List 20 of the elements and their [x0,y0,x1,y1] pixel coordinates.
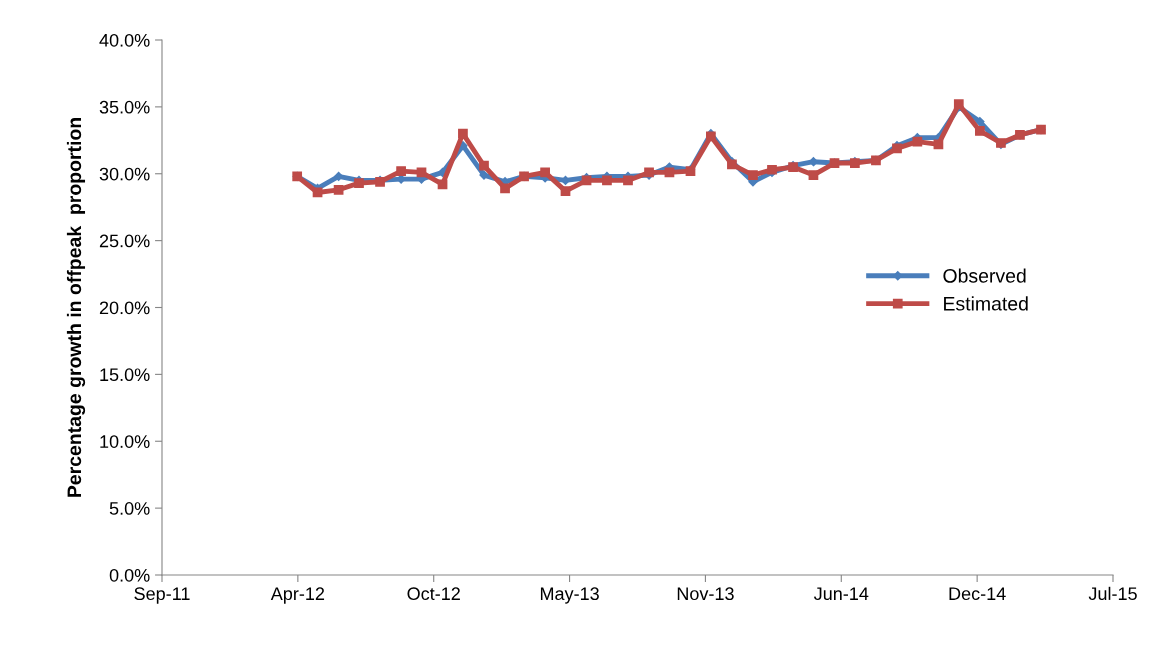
x-tick-label: Sep-11 [134,587,190,604]
y-tick-label: 5.0% [109,502,150,515]
x-tick-label: Jun-14 [813,587,869,601]
x-tick-label: Jul-15 [1088,586,1137,601]
y-tick-label: 30.0% [99,167,150,181]
y-tick-label: 35.0% [99,100,150,114]
x-tick-label: Nov-13 [677,587,734,601]
y-tick-label: 15.0% [100,368,150,382]
x-tick-label: Oct-12 [407,587,460,601]
x-tick-label: May-13 [540,587,599,604]
x-tick-label: Dec-14 [949,587,1006,601]
y-tick-label: 25.0% [99,234,150,248]
legend-label: Observed [943,268,1026,283]
legend-label: Estimated [944,296,1028,311]
y-tick-label: 0.0% [109,568,150,582]
y-axis-title: Percentage growth in offpeak proportion [66,118,86,497]
y-tick-label: 40.0% [99,33,150,47]
y-tick-label: 20.0% [99,301,150,315]
y-tick-label: 10.0% [100,435,150,448]
x-tick-label: Apr-12 [270,587,325,604]
